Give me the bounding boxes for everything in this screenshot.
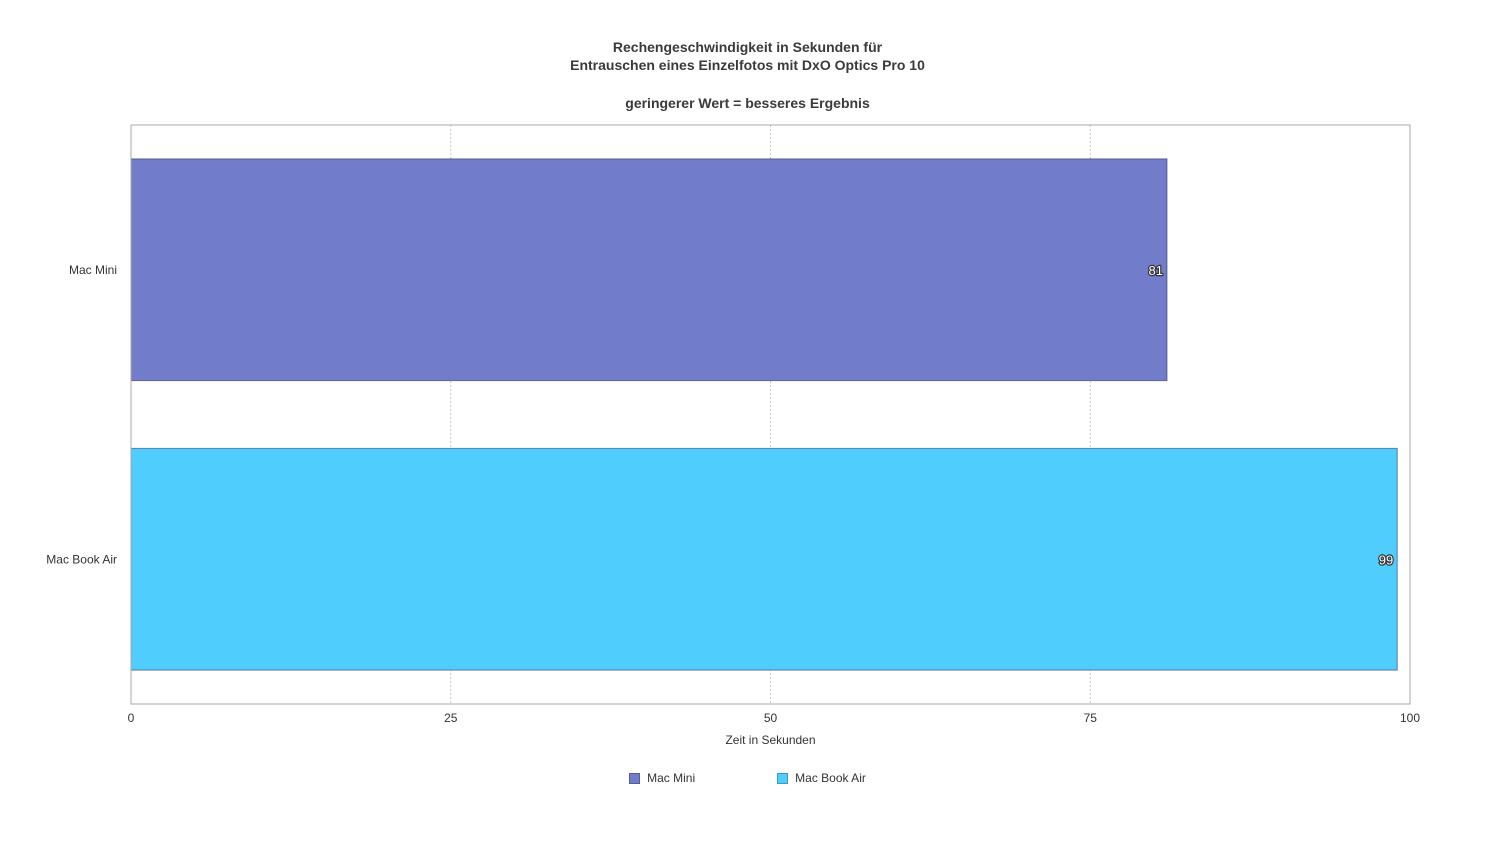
x-axis-label: Zeit in Sekunden [725,733,815,747]
x-tick-label: 0 [128,711,135,725]
legend-item-mac-book-air: Mac Book Air [777,771,866,785]
x-tick-label: 75 [1084,711,1098,725]
x-tick-label: 100 [1400,711,1420,725]
chart-title-line-1: Rechengeschwindigkeit in Sekunden für [612,39,883,55]
chart-title-line-2: Entrauschen eines Einzelfotos mit DxO Op… [570,57,925,73]
bar [130,447,1398,671]
category-label: Mac Mini [69,263,117,277]
bar [130,158,1168,382]
chart-subtitle: geringerer Wert = besseres Ergebnis [625,95,870,111]
category-label: Mac Book Air [46,552,117,566]
x-tick-label: 25 [444,711,458,725]
legend-swatch-mac-mini [629,772,641,784]
bar-value-label: 99 [1379,552,1393,567]
bar-value-label: 81 [1149,263,1163,278]
plot-frame [130,124,1411,705]
legend-item-mac-mini: Mac Mini [629,771,695,785]
legend-swatch-mac-book-air [777,772,789,784]
legend-label-mac-book-air: Mac Book Air [795,771,866,785]
legend-label-mac-mini: Mac Mini [647,771,696,785]
chart-legend: Mac Mini Mac Book Air [0,771,1495,785]
x-tick-label: 50 [764,711,778,725]
chart-title-block: Rechengeschwindigkeit in Sekunden für En… [0,38,1495,112]
